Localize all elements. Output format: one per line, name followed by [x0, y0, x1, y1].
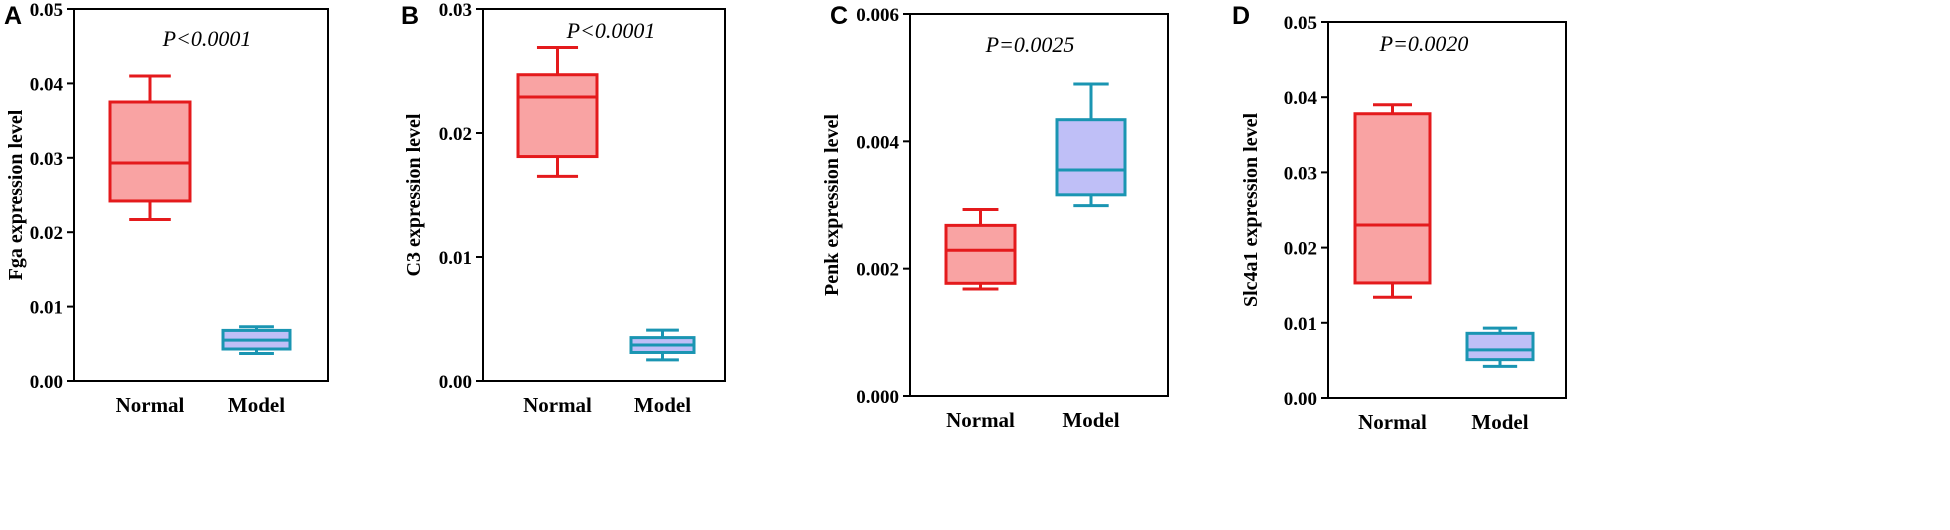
panel-c-normal-category-label: Normal: [946, 408, 1015, 432]
panel-c-plot-frame: [909, 13, 1169, 397]
panel-a-normal-category-label: Normal: [116, 393, 185, 417]
panel-d-model-box: [1465, 331, 1535, 362]
panel-d-model-category-label: Model: [1471, 410, 1528, 434]
panel-a-y-tick-label: 0.05: [30, 0, 63, 21]
panel-a-y-tick-label: 0.01: [30, 298, 63, 319]
panel-a-y-tick-label: 0.04: [30, 74, 64, 95]
panel-c-y-tick-label: 0.004: [856, 132, 899, 153]
panel-d-y-tick-label: 0.03: [1284, 163, 1317, 184]
panel-d-y-tick-label: 0.00: [1284, 389, 1317, 410]
panel-b-plot-frame: [482, 8, 726, 382]
panel-b-model-category-label: Model: [634, 393, 691, 417]
panel-c-model-category-label: Model: [1062, 408, 1119, 432]
panel-c-model-box: [1055, 118, 1127, 197]
panel-d-letter: D: [1232, 2, 1250, 30]
panel-c-y-tick-label: 0.006: [856, 5, 899, 26]
panel-b-y-tick-label: 0.02: [439, 124, 472, 145]
panel-d-normal-category-label: Normal: [1358, 410, 1427, 434]
panel-d-y-tick-label: 0.01: [1284, 314, 1317, 335]
panel-a-y-tick-label: 0.00: [30, 372, 63, 393]
panel-b-y-axis-title: C3 expression level: [403, 113, 425, 276]
panel-d-normal-box: [1353, 112, 1432, 285]
panel-c-normal-box: [944, 223, 1017, 285]
panel-d-plot-frame: [1327, 21, 1567, 399]
panel-a-p-value-annotation: P<0.0001: [162, 26, 252, 51]
panel-a-letter: A: [4, 2, 22, 30]
panel-d-y-axis-title: Slc4a1 expression level: [1240, 113, 1262, 308]
panel-a-y-axis-title: Fga expression level: [5, 109, 27, 280]
panel-b-y-tick-label: 0.03: [439, 0, 472, 21]
panel-b-p-value-annotation: P<0.0001: [566, 18, 656, 43]
panel-b-y-tick-label: 0.01: [439, 248, 472, 269]
panel-b-normal-category-label: Normal: [523, 393, 592, 417]
panel-d-y-tick-label: 0.05: [1284, 13, 1317, 34]
panel-a-plot-frame: [73, 8, 329, 382]
panel-b-letter: B: [401, 2, 419, 30]
panel-d-y-tick-label: 0.02: [1284, 239, 1317, 260]
panel-b-normal-box: [516, 73, 599, 159]
panel-c-letter: C: [830, 2, 848, 30]
panel-a-model-category-label: Model: [228, 393, 285, 417]
panel-a-y-tick-label: 0.02: [30, 223, 63, 244]
panel-c-y-tick-label: 0.000: [856, 387, 899, 408]
panel-d-y-tick-label: 0.04: [1284, 88, 1318, 109]
panel-c-y-tick-label: 0.002: [856, 260, 899, 281]
panel-c: C 0.000 0.002 0.004 0.006 Penk expression lev…: [821, 2, 1169, 432]
panel-b-y-tick-label: 0.00: [439, 372, 472, 393]
panel-d: D 0.00 0.01 0.02 0.03 0.04 0.05 Slc4a1 expressi…: [1232, 2, 1567, 434]
panel-d-p-value-annotation: P=0.0020: [1379, 31, 1469, 56]
panel-a: A 0.00 0.01 0.02 0.03 0.04 0.05 Fga expression …: [4, 0, 329, 417]
panel-b: B 0.00 0.01 0.02 0.03 C3 expression level P<0.…: [401, 0, 726, 417]
panel-a-y-tick-label: 0.03: [30, 149, 63, 170]
panel-c-p-value-annotation: P=0.0025: [985, 32, 1075, 57]
panel-a-normal-box: [108, 100, 192, 203]
panel-c-y-axis-title: Penk expression level: [821, 114, 843, 296]
